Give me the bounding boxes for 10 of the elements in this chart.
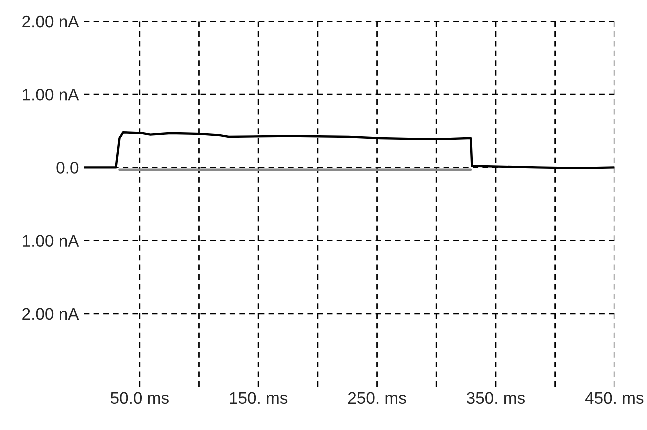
y-tick-label: 0.0 bbox=[56, 162, 79, 174]
x-tick-label: 150. ms bbox=[230, 392, 288, 404]
x-tick-label: 350. ms bbox=[466, 392, 526, 404]
x-tick-label: 50.0 ms bbox=[110, 392, 169, 404]
y-tick-label: 2.00 nA bbox=[22, 16, 80, 28]
y-tick-label: 1.00 nA bbox=[23, 89, 80, 101]
x-tick-label: 250. ms bbox=[348, 392, 406, 404]
x-tick-label: 450. ms bbox=[585, 392, 644, 404]
y-tick-label: 1.00 nA bbox=[23, 235, 80, 248]
y-tick-label: 2.00 nA bbox=[22, 308, 80, 320]
